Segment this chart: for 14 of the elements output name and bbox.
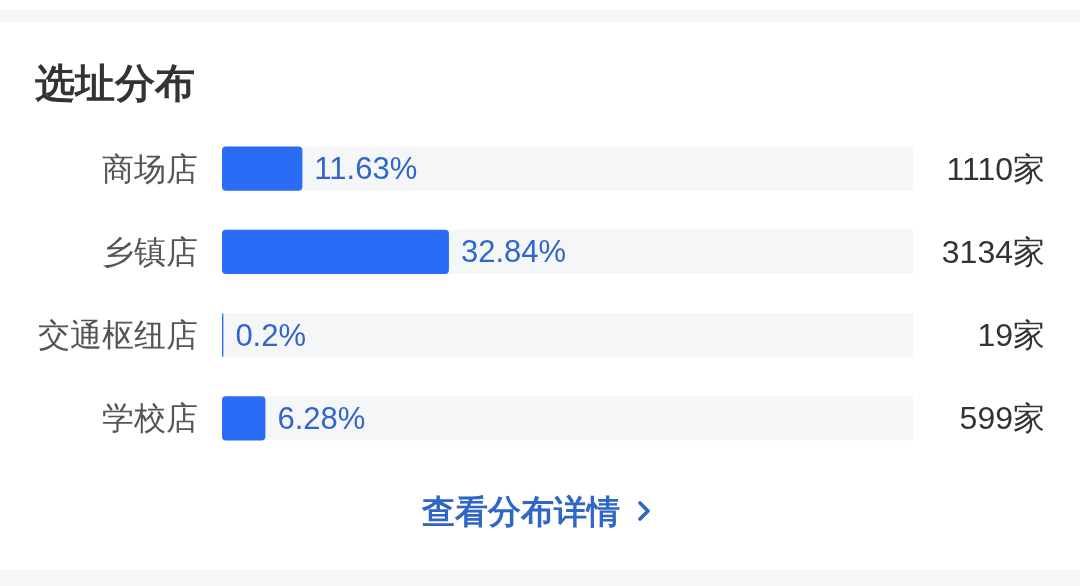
annotation: 1110家 xyxy=(946,150,1045,187)
annotation: 19家 xyxy=(977,317,1045,354)
annotation: 3134家 xyxy=(941,233,1045,270)
y-tick-label: 交通枢纽店 xyxy=(38,317,198,354)
data-label: 6.28% xyxy=(277,400,366,436)
y-tick-label: 学校店 xyxy=(102,400,198,437)
data-label: 32.84% xyxy=(460,234,567,270)
annotation: 599家 xyxy=(959,400,1045,437)
data-label: 0.2% xyxy=(235,317,307,353)
title: 选址分布 xyxy=(35,61,195,105)
y-tick-label: 商场店 xyxy=(102,150,198,187)
y-tick-label: 乡镇店 xyxy=(102,233,198,270)
data-label: 11.63% xyxy=(314,151,418,187)
annotation-link: 查看分布详情 xyxy=(422,492,620,530)
